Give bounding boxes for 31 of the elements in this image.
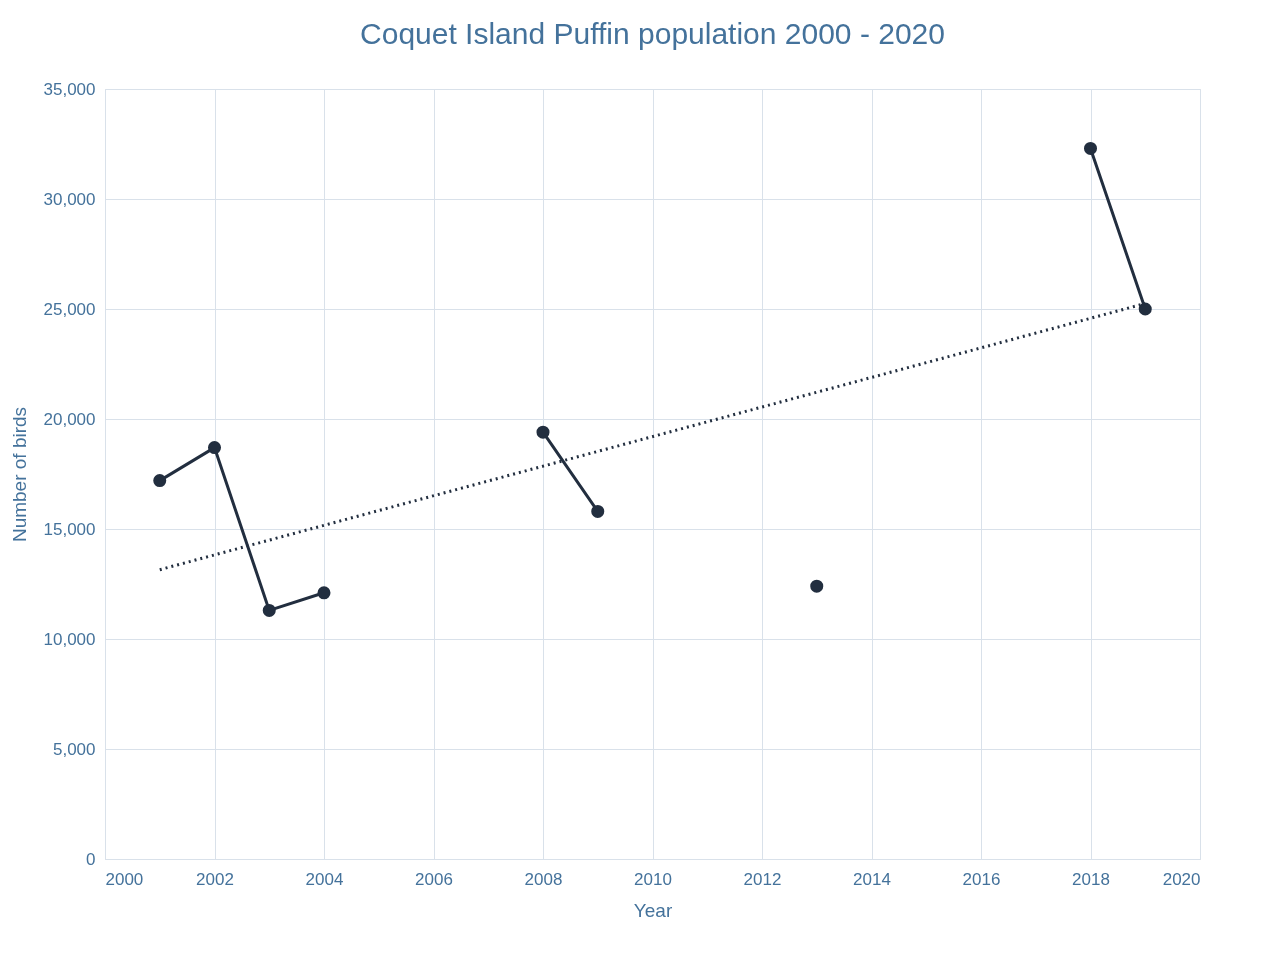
x-tick-label: 2008 <box>524 869 563 889</box>
x-tick-label: 2018 <box>1072 869 1110 889</box>
x-tick-label: 2006 <box>415 869 453 889</box>
y-tick-label: 15,000 <box>43 519 96 539</box>
y-tick-label: 5,000 <box>52 739 96 759</box>
point <box>810 579 824 593</box>
point <box>317 586 331 600</box>
chart-title: Coquet Island Puffin population 2000 - 2020 <box>360 17 945 50</box>
x-tick-label: 2012 <box>743 869 782 889</box>
x-tick-label: 2010 <box>634 869 672 889</box>
y-tick-label: 0 <box>86 849 96 869</box>
x-axis-title: Year <box>633 899 673 921</box>
x-tick-label: 2004 <box>305 869 344 889</box>
point <box>591 504 605 518</box>
y-tick-label: 25,000 <box>43 299 96 319</box>
point <box>153 474 167 488</box>
y-tick-label: 35,000 <box>43 79 96 99</box>
y-tick-label: 30,000 <box>43 189 96 209</box>
y-tick-label: 20,000 <box>43 409 96 429</box>
x-tick-label: 2002 <box>196 869 234 889</box>
x-tick-label: 2014 <box>853 869 891 889</box>
y-tick-label: 10,000 <box>43 629 96 649</box>
point <box>262 603 276 617</box>
x-tick-label: 2000 <box>105 869 144 889</box>
x-tick-label: 2020 <box>1162 869 1201 889</box>
point <box>207 441 222 455</box>
point <box>1138 302 1152 316</box>
point <box>1083 141 1098 155</box>
point <box>536 425 550 439</box>
x-tick-label: 2016 <box>962 869 1001 889</box>
y-axis-title: Number of birds <box>8 406 30 543</box>
